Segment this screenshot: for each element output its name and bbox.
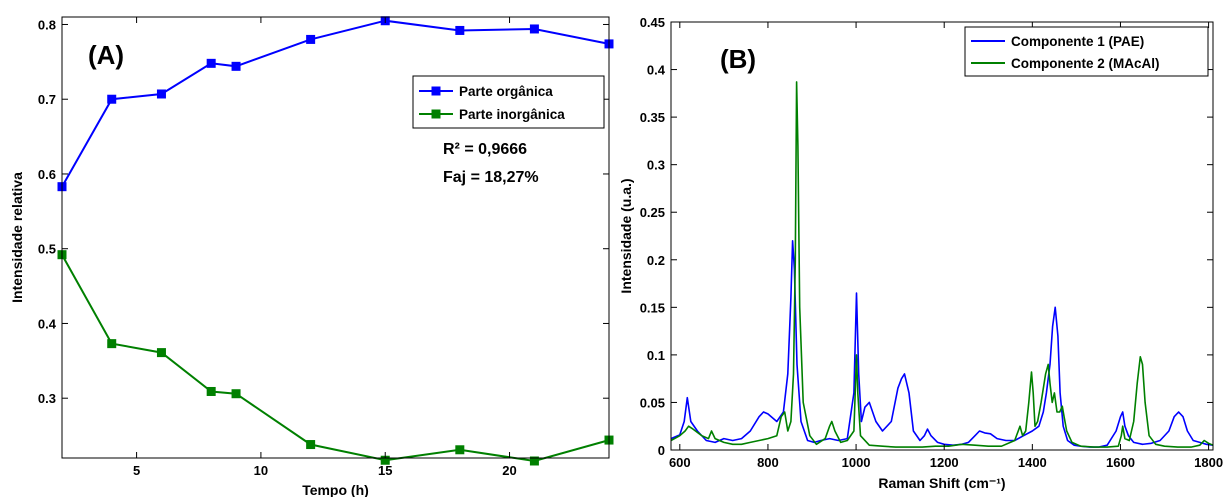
x-tick-label: 1000: [842, 455, 871, 470]
series-line-componente-2: [670, 81, 1214, 448]
series-line-componente-1: [670, 240, 1214, 448]
chart-b-frame: [670, 21, 1214, 451]
y-tick-label: 0.25: [640, 205, 665, 220]
data-point-inorganic: [306, 440, 316, 450]
chart-b-series-group: [670, 81, 1214, 448]
y-tick-label: 0.4: [38, 316, 57, 331]
chart-a-axes: 5 10 15 20 0.3 0.4 0.5 0.6 0.7 0.8: [38, 16, 610, 478]
y-tick-label: 0.4: [647, 63, 666, 78]
data-point-inorganic: [206, 386, 216, 396]
data-point-organic: [306, 34, 316, 44]
x-tick-label: 600: [669, 455, 691, 470]
x-tick-label: 1800: [1194, 455, 1223, 470]
chart-b-legend-box: [964, 26, 1209, 77]
x-tick-label: 20: [502, 463, 516, 478]
y-tick-label: 0.6: [38, 167, 56, 182]
data-point-inorganic: [529, 456, 539, 466]
chart-panel-a: 5 10 15 20 0.3 0.4 0.5 0.6 0.7 0.8 Tempo (h) Inte…: [9, 16, 614, 497]
y-tick-label: 0.5: [38, 242, 56, 257]
chart-b-panel-label: (B): [720, 44, 756, 74]
chart-panel-b: 600 800 1000 1200 1400 1600 1800 0 0.05 0.1 0.15 0.…: [618, 15, 1223, 491]
y-tick-label: 0.05: [640, 395, 665, 410]
data-point-inorganic: [231, 389, 241, 399]
y-tick-label: 0.3: [647, 158, 665, 173]
chart-a-annotation-faj: Faj = 18,27%: [443, 169, 539, 186]
chart-b-x-axis-label: Raman Shift (cm⁻¹): [878, 475, 1005, 491]
legend-label-organic: Parte orgânica: [459, 84, 553, 99]
data-point-organic: [529, 24, 539, 34]
chart-a-annotation-r2: R² = 0,9666: [443, 141, 527, 158]
legend-label-inorganic: Parte inorgânica: [459, 107, 565, 122]
legend-marker-organic: [431, 86, 441, 96]
chart-b-legend: Componente 1 (PAE) Componente 2 (MAcAl): [964, 26, 1209, 77]
series-line-organic: [61, 19, 610, 188]
x-tick-label: 10: [254, 463, 268, 478]
x-tick-label: 1400: [1018, 455, 1047, 470]
data-point-inorganic: [107, 339, 117, 349]
chart-b-axes: 600 800 1000 1200 1400 1600 1800 0 0.05 0.1 0.15 0.…: [640, 15, 1223, 470]
x-tick-label: 15: [378, 463, 392, 478]
data-point-organic: [156, 89, 166, 99]
data-point-inorganic: [455, 445, 465, 455]
chart-a-frame: [61, 16, 610, 459]
y-tick-label: 0.3: [38, 391, 56, 406]
data-point-inorganic: [380, 455, 390, 465]
y-tick-label: 0.8: [38, 17, 56, 32]
data-point-inorganic: [156, 348, 166, 358]
x-tick-label: 800: [757, 455, 779, 470]
y-tick-label: 0.15: [640, 300, 665, 315]
y-tick-label: 0.35: [640, 110, 665, 125]
data-point-organic: [455, 25, 465, 35]
legend-label-componente-1: Componente 1 (PAE): [1011, 34, 1144, 49]
y-tick-label: 0.7: [38, 92, 56, 107]
chart-a-x-axis-label: Tempo (h): [302, 482, 369, 497]
x-tick-label: 5: [133, 463, 140, 478]
x-tick-label: 1600: [1106, 455, 1135, 470]
chart-a-y-axis-label: Intensidade relativa: [9, 172, 25, 303]
data-point-organic: [231, 61, 241, 71]
y-tick-label: 0: [658, 443, 665, 458]
data-point-organic: [107, 94, 117, 104]
chart-a-legend-box: [412, 75, 605, 129]
chart-b-y-axis-label: Intensidade (u.a.): [618, 178, 634, 293]
x-tick-label: 1200: [930, 455, 959, 470]
series-line-inorganic: [61, 254, 610, 463]
y-tick-label: 0.1: [647, 348, 665, 363]
legend-marker-inorganic: [431, 109, 441, 119]
legend-label-componente-2: Componente 2 (MAcAl): [1011, 56, 1160, 71]
y-tick-label: 0.45: [640, 15, 665, 30]
chart-a-legend: Parte orgânica Parte inorgânica: [412, 75, 605, 129]
y-tick-label: 0.2: [647, 253, 665, 268]
data-point-organic: [206, 58, 216, 68]
chart-a-panel-label: (A): [88, 40, 124, 70]
